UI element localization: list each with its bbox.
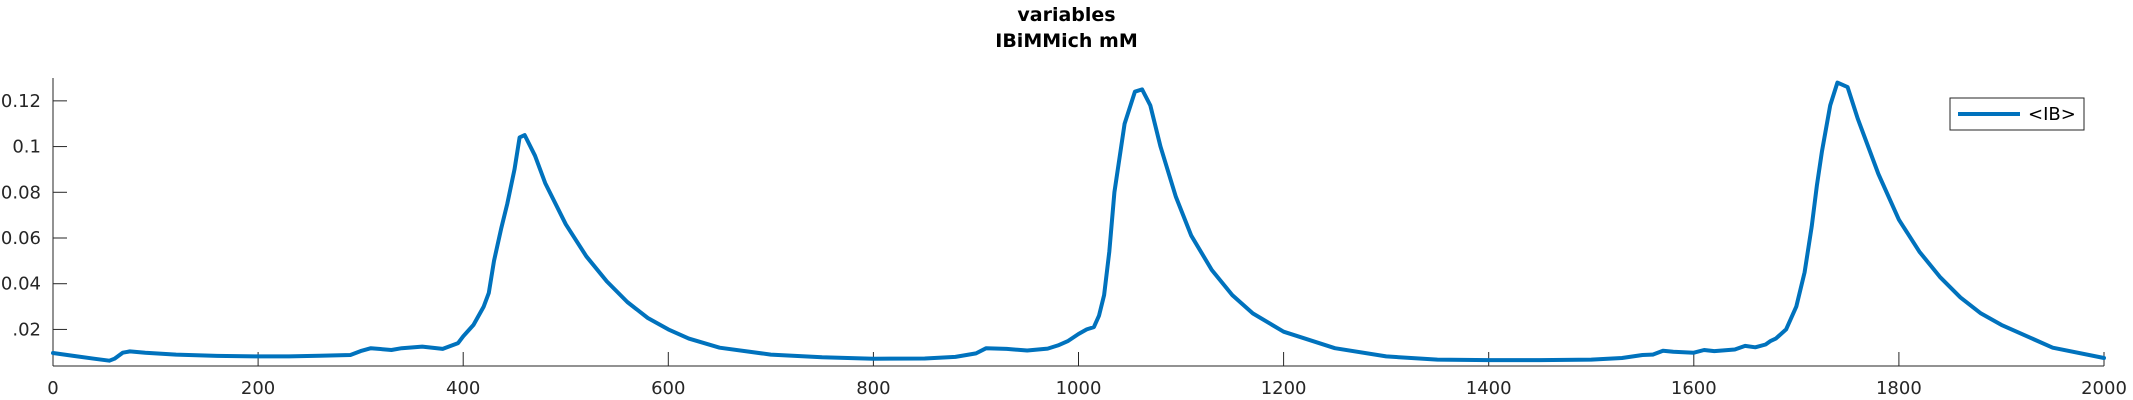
x-tick-label: 400: [446, 378, 480, 399]
x-tick-label: 0: [47, 378, 58, 399]
x-tick-label: 1800: [1876, 378, 1922, 399]
y-tick-label: 0.1: [12, 137, 41, 158]
legend-label: <IB>: [2028, 104, 2076, 125]
x-tick-label: 600: [651, 378, 685, 399]
y-tick-label: 0.08: [1, 182, 41, 203]
x-tick-label: 200: [241, 378, 275, 399]
y-tick-label: 0.06: [1, 228, 41, 249]
x-tick-label: 2000: [2081, 378, 2127, 399]
chart-subtitle: IBiMMich mM: [995, 30, 1138, 52]
x-tick-label: 800: [856, 378, 890, 399]
chart-title: variables: [1017, 4, 1116, 26]
x-tick-label: 1600: [1671, 378, 1717, 399]
series-line: [51, 80, 2106, 363]
y-tick-label: 0.04: [1, 274, 41, 295]
x-tick-label: 1000: [1056, 378, 1102, 399]
y-tick-label: .02: [12, 319, 41, 340]
y-tick-label: 0.12: [1, 91, 41, 112]
x-tick-label: 1400: [1466, 378, 1512, 399]
x-tick-label: 1200: [1261, 378, 1307, 399]
